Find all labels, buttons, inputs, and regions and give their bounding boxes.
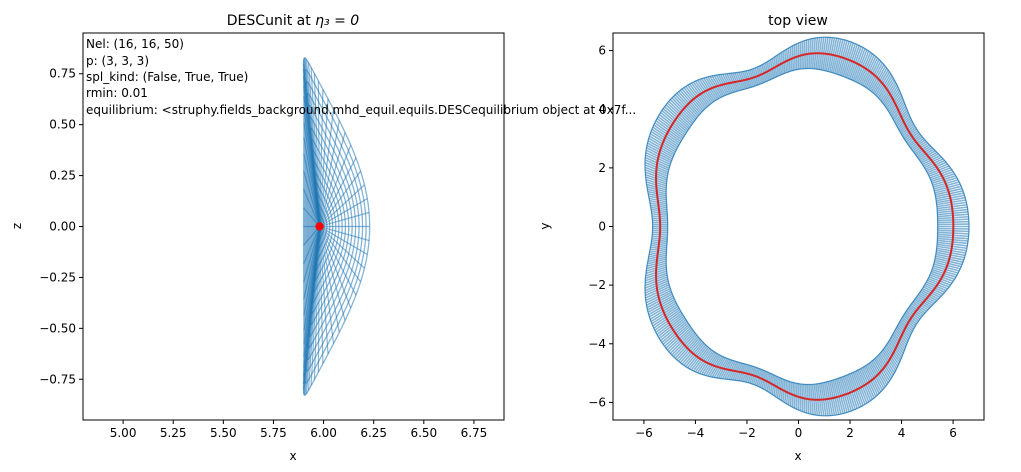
left-x-axis-label: x <box>289 449 296 463</box>
poloidal-grid-line <box>318 226 335 344</box>
annotation-rmin: rmin: 0.01 <box>86 86 148 100</box>
y-tick-label: 0.50 <box>49 118 76 132</box>
x-tick-label: 6 <box>949 426 957 440</box>
y-tick-label: −4 <box>588 337 606 351</box>
poloidal-grid-line <box>319 211 370 228</box>
right-y-axis-label: y <box>538 222 552 229</box>
x-tick-label: 5.50 <box>210 426 237 440</box>
right-y-ticks: −6 −4 −2 0 2 4 6 <box>588 44 613 409</box>
y-tick-label: −0.50 <box>39 321 76 335</box>
poloidal-grid-line <box>303 171 321 227</box>
poloidal-grid-line <box>317 226 321 373</box>
annotation-p: p: (3, 3, 3) <box>86 54 149 68</box>
left-axes: 5.00 5.25 5.50 5.75 6.00 6.25 6.50 6.75 −0.75−0… <box>10 13 505 463</box>
poloidal-grid-line <box>318 226 346 321</box>
poloidal-grid-line <box>318 89 324 227</box>
poloidal-grid-line <box>319 225 370 242</box>
poloidal-grid-line <box>318 98 329 227</box>
y-tick-label: −0.25 <box>39 270 76 284</box>
left-y-axis-label: z <box>10 223 24 229</box>
y-tick-label: −0.75 <box>39 372 76 386</box>
x-tick-label: −2 <box>738 426 756 440</box>
right-axes-frame <box>612 32 985 421</box>
poloidal-grid-line <box>313 226 321 380</box>
top-view-band-outer-edge <box>644 36 970 417</box>
poloidal-grid-line <box>319 170 362 227</box>
poloidal-grid-line <box>318 226 352 309</box>
x-tick-label: 6.00 <box>310 426 337 440</box>
annotation-equilibrium: equilibrium: <struphy.fields_background.… <box>86 103 636 117</box>
x-tick-label: 6.25 <box>360 426 387 440</box>
y-tick-label: −6 <box>588 395 606 409</box>
poloidal-grid-line <box>319 184 365 227</box>
poloidal-grid-line <box>318 226 329 355</box>
y-tick-label: −2 <box>588 278 606 292</box>
poloidal-grid-line <box>303 153 321 227</box>
poloidal-grid-line <box>319 226 357 296</box>
x-tick-label: 6.75 <box>461 426 488 440</box>
x-tick-label: −4 <box>687 426 705 440</box>
annotation-nel: Nel: (16, 16, 50) <box>86 37 184 51</box>
left-x-ticks: 5.00 5.25 5.50 5.75 6.00 6.25 6.50 6.75 <box>110 420 488 440</box>
poloidal-grid-line <box>318 226 324 364</box>
poloidal-grid-line <box>318 120 340 227</box>
y-tick-label: 6 <box>598 44 606 58</box>
right-chart-title: top view <box>768 13 828 29</box>
x-tick-label: 5.75 <box>260 426 287 440</box>
poloidal-grid-line <box>318 144 352 227</box>
left-y-ticks: −0.75 −0.50 −0.25 0.00 0.25 0.50 0.75 <box>39 67 83 386</box>
y-tick-label: 0.00 <box>49 220 76 234</box>
left-plot-area <box>302 57 371 396</box>
poloidal-grid-line <box>317 80 321 227</box>
poloidal-grid-line <box>303 226 321 282</box>
right-x-axis-label: x <box>794 449 801 463</box>
right-plot-area <box>644 36 970 417</box>
parameter-annotation: Nel: (16, 16, 50) p: (3, 3, 3) spl_kind:… <box>86 37 248 100</box>
poloidal-grid-line <box>319 225 368 255</box>
x-tick-label: 2 <box>846 426 854 440</box>
magnetic-axis-line <box>655 52 955 401</box>
x-tick-label: 6.50 <box>410 426 437 440</box>
magnetic-axis-point <box>315 222 324 231</box>
x-tick-label: 5.25 <box>160 426 187 440</box>
poloidal-grid-line <box>319 226 362 283</box>
x-tick-label: 4 <box>898 426 906 440</box>
right-axes: −6 −4 −2 0 2 4 6 −6 −4 −2 0 2 4 6 top view x y <box>538 13 985 463</box>
poloidal-grid-line <box>303 226 321 264</box>
y-tick-label: 0 <box>598 220 606 234</box>
y-tick-label: 2 <box>598 161 606 175</box>
poloidal-grid-line <box>318 109 335 227</box>
right-x-ticks: −6 −4 −2 0 2 4 6 <box>635 420 957 440</box>
x-tick-label: 0 <box>795 426 803 440</box>
x-tick-label: 5.00 <box>110 426 137 440</box>
poloidal-grid-line <box>318 226 340 333</box>
left-chart-title: DESCunit at η₃ = 0 <box>227 13 360 29</box>
poloidal-grid-line <box>319 226 365 269</box>
y-tick-label: 0.25 <box>49 169 76 183</box>
y-tick-label: 4 <box>598 102 606 116</box>
poloidal-grid-line <box>303 189 321 227</box>
annotation-spl-kind: spl_kind: (False, True, True) <box>86 70 248 84</box>
poloidal-grid-line <box>319 198 368 228</box>
poloidal-grid-line <box>319 157 357 227</box>
y-tick-label: 0.75 <box>49 67 76 81</box>
poloidal-grid-line <box>318 132 346 227</box>
x-tick-label: −6 <box>635 426 653 440</box>
top-view-band-inner-edge <box>665 67 939 386</box>
